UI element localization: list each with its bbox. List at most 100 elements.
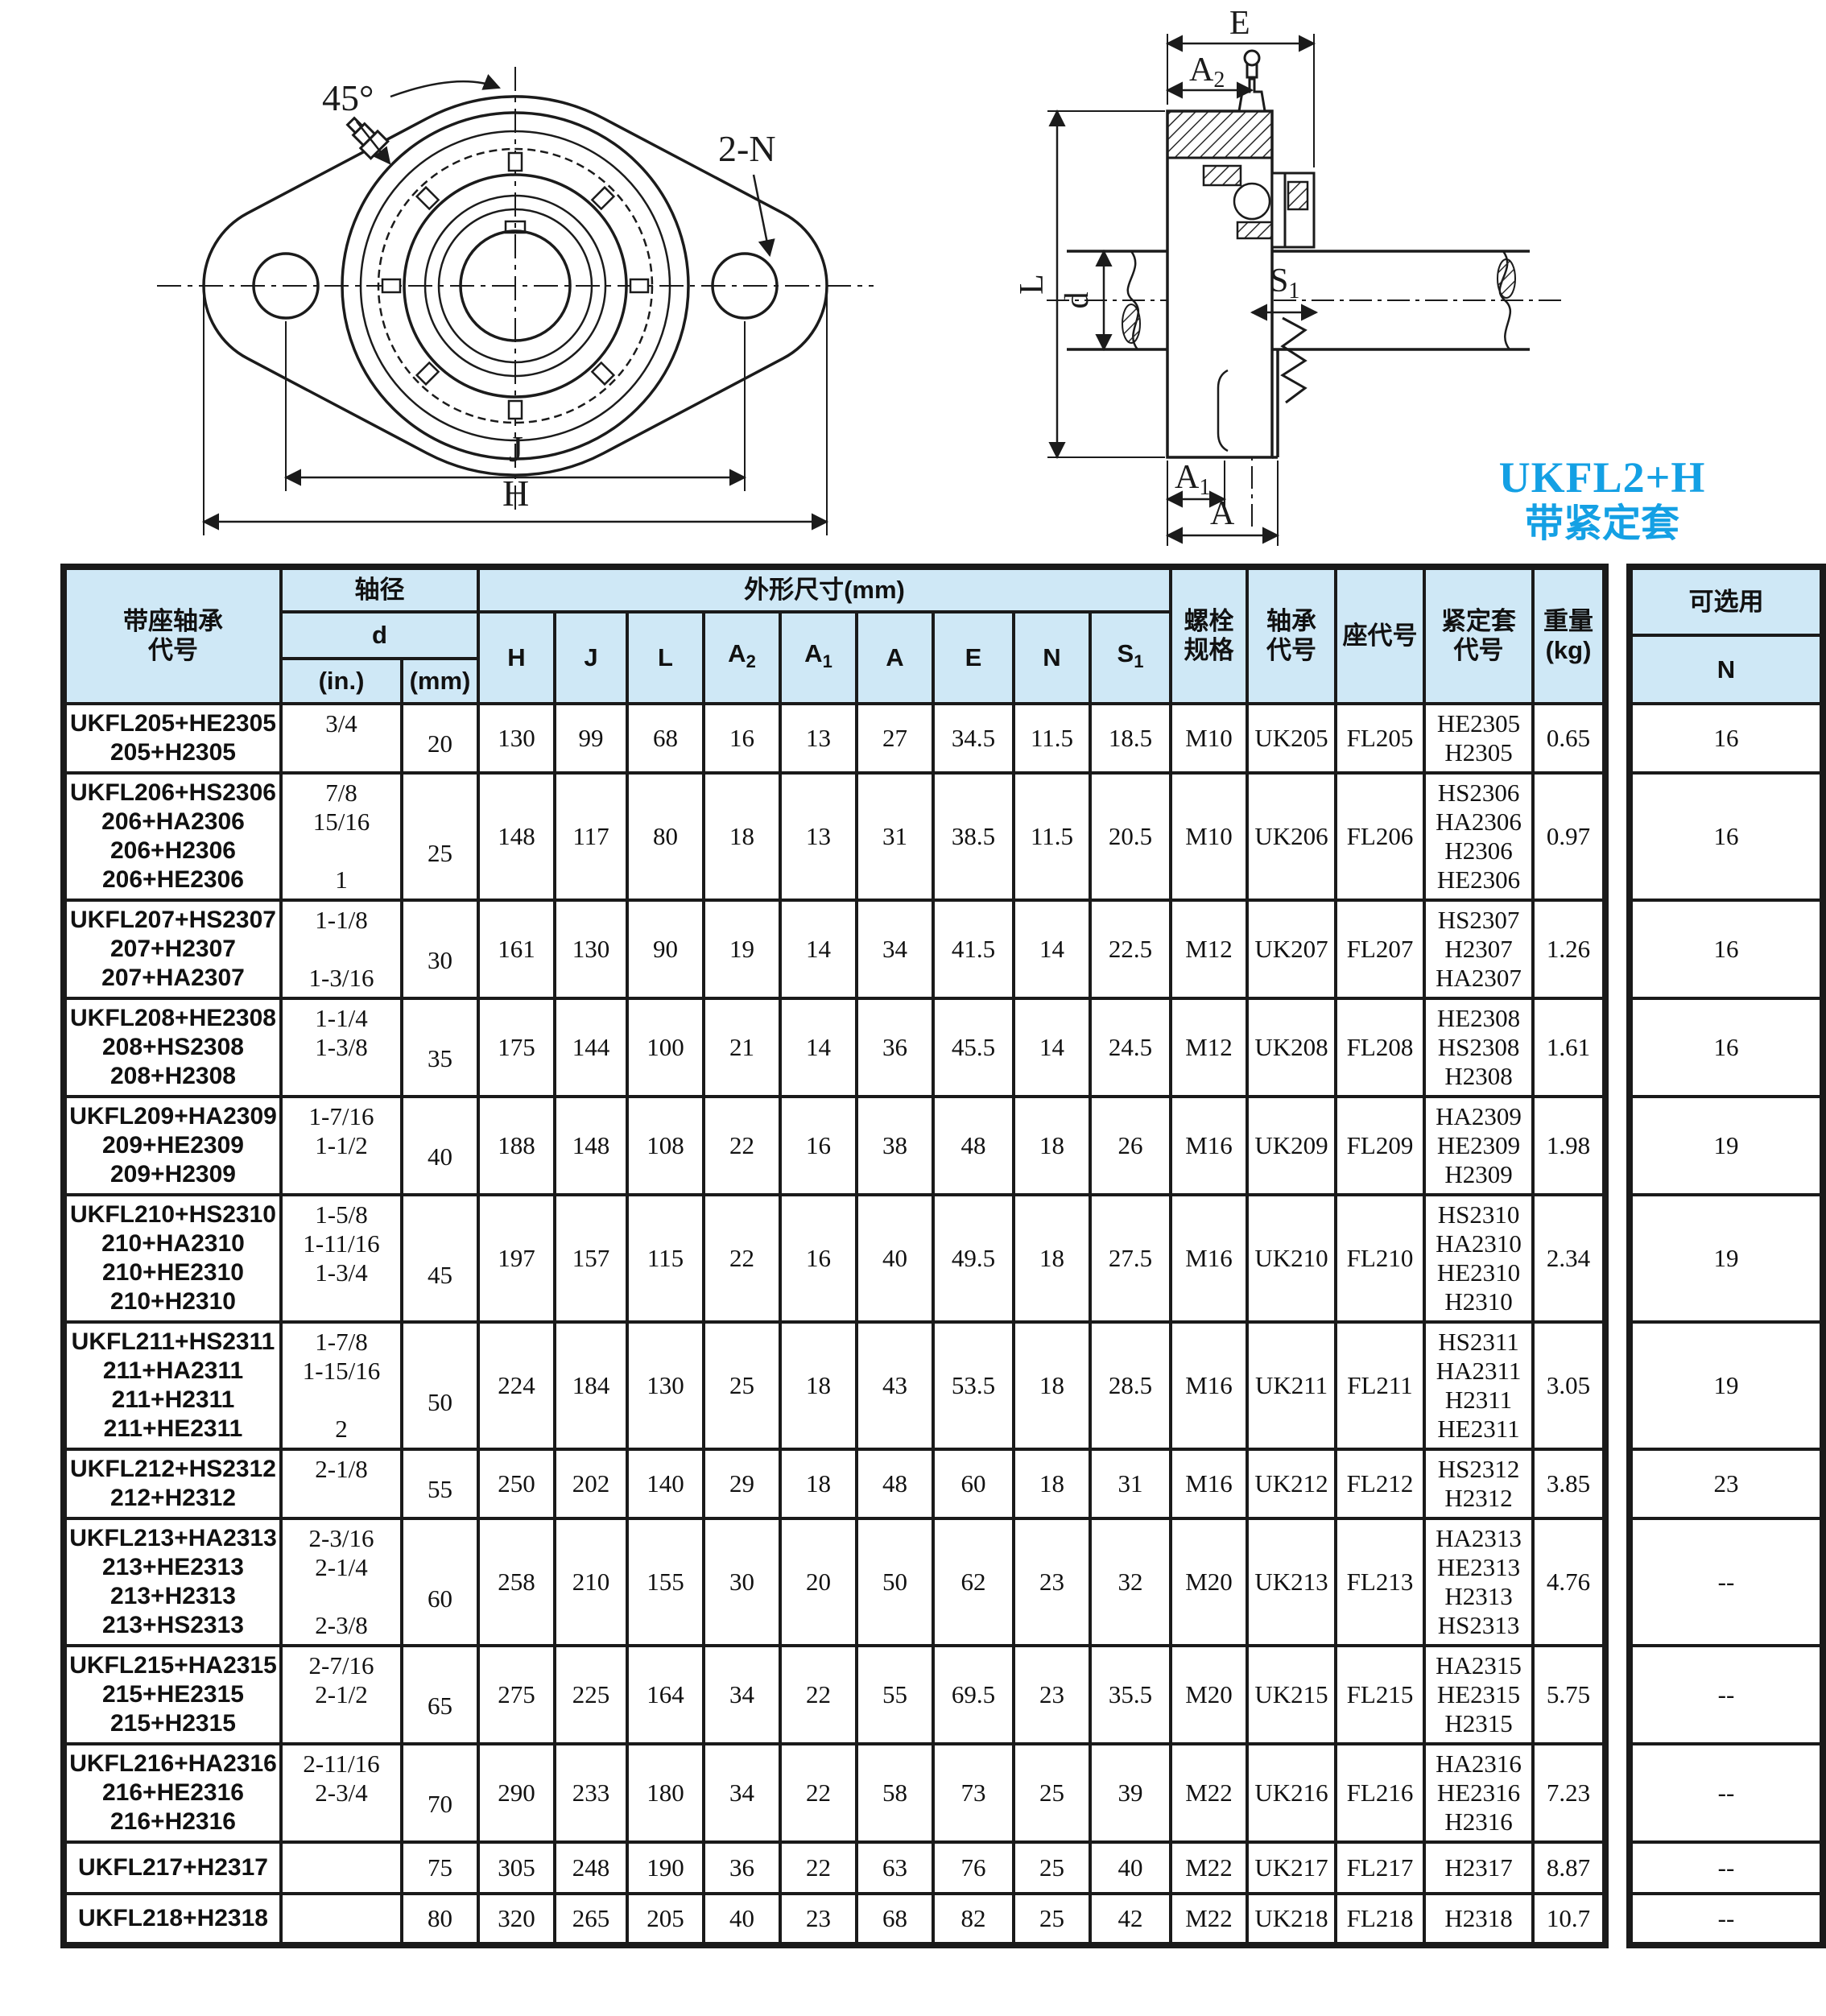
- cell-bolt: M12: [1169, 899, 1250, 1000]
- cell-housing: FL215: [1334, 1644, 1427, 1745]
- table-row: UKFL206+HS2306 206+HA2306 206+H2306 206+HE2…: [62, 771, 1608, 902]
- cell-A: 58: [855, 1742, 935, 1844]
- table-row: 23: [1628, 1448, 1824, 1520]
- optional-body: 16 16 16 16 19 19 19 23 -- -- -- -- --: [1628, 702, 1824, 1947]
- header-bearing: 轴承 代号: [1246, 565, 1338, 705]
- header-H: H: [477, 610, 556, 705]
- cell-weight: 8.87: [1531, 1840, 1608, 1895]
- header-weight: 重量 (kg): [1531, 565, 1608, 705]
- table-row: 16: [1628, 997, 1824, 1098]
- cell-J: 144: [553, 997, 629, 1098]
- cell-H: 224: [477, 1320, 556, 1451]
- cell-H: 175: [477, 997, 556, 1098]
- cell-N: 18: [1012, 1193, 1092, 1324]
- cell-L: 68: [626, 702, 705, 775]
- cell-mm: 20: [400, 702, 480, 775]
- cell-A2: 22: [702, 1193, 782, 1324]
- cell-L: 90: [626, 899, 705, 1000]
- header-row: 带座轴承 代号 轴径 外形尺寸(mm) 螺栓 规格 轴承 代号 座代号 紧定套 代号 重量 (kg): [62, 565, 1608, 705]
- cell-S1: 20.5: [1088, 771, 1173, 902]
- header-d: d: [279, 610, 480, 660]
- cell-housing: FL206: [1334, 771, 1427, 902]
- cell-in: 1-1/4 1-3/8: [279, 997, 403, 1098]
- table-head: 带座轴承 代号 轴径 外形尺寸(mm) 螺栓 规格 轴承 代号 座代号 紧定套 代号 重量 (kg) d H…: [62, 565, 1608, 705]
- cell-H: 320: [477, 1892, 556, 1947]
- table-row: 19: [1628, 1193, 1824, 1324]
- series-caption: UKFL2+H 带紧定套: [1477, 453, 1727, 547]
- cell-bolt: M10: [1169, 702, 1250, 775]
- cell-H: 250: [477, 1448, 556, 1520]
- cell-N: 25: [1012, 1742, 1092, 1844]
- front-view-drawing: 45° 2-N J H: [157, 67, 874, 535]
- dim-d-label: d: [1059, 292, 1096, 309]
- mm-value: 25: [428, 839, 452, 867]
- cell-in: 2-11/16 2-3/4: [279, 1742, 403, 1844]
- mm-value: 75: [428, 1853, 452, 1882]
- cell-in: 7/8 15/16 1: [279, 771, 403, 902]
- cell-in: 2-1/8: [279, 1448, 403, 1520]
- mm-value: 60: [428, 1584, 452, 1613]
- table-row: 16: [1628, 702, 1824, 775]
- cell-sleeve: HS2311 HA2311 H2311 HE2311: [1423, 1320, 1535, 1451]
- cell-bolt: M22: [1169, 1892, 1250, 1947]
- cell-A2: 30: [702, 1517, 782, 1647]
- cell-L: 140: [626, 1448, 705, 1520]
- cell-L: 155: [626, 1517, 705, 1647]
- mm-value: 55: [428, 1475, 452, 1503]
- cell-N: 18: [1012, 1320, 1092, 1451]
- cell-N: 25: [1012, 1840, 1092, 1895]
- cell-in: 1-7/16 1-1/2: [279, 1095, 403, 1196]
- cell-optional-n: 16: [1628, 997, 1824, 1098]
- cell-L: 80: [626, 771, 705, 902]
- grease-nipple-icon: [1237, 49, 1266, 113]
- cell-housing: FL212: [1334, 1448, 1427, 1520]
- cell-weight: 0.65: [1531, 702, 1608, 775]
- cell-bolt: M16: [1169, 1095, 1250, 1196]
- cell-J: 184: [553, 1320, 629, 1451]
- cell-A1: 23: [779, 1892, 858, 1947]
- cell-J: 210: [553, 1517, 629, 1647]
- dim-h: H: [201, 289, 829, 535]
- cell-bearing: UK210: [1246, 1193, 1338, 1324]
- cell-in: 1-1/8 1-3/16: [279, 899, 403, 1000]
- table-row: UKFL216+HA2316 216+HE2316 216+H2316 2-11/16…: [62, 1742, 1608, 1844]
- mm-value: 20: [428, 729, 452, 758]
- table-row: UKFL217+H2317 75 305 248 190 36 22 63 76 25 40 M22 U…: [62, 1840, 1608, 1895]
- cell-A: 40: [855, 1193, 935, 1324]
- cell-designation: UKFL209+HA2309 209+HE2309 209+H2309: [62, 1095, 283, 1196]
- cell-in: 3/4: [279, 702, 403, 775]
- cell-sleeve: HS2307 H2307 HA2307: [1423, 899, 1535, 1000]
- cell-sleeve: H2317: [1423, 1840, 1535, 1895]
- cell-housing: FL209: [1334, 1095, 1427, 1196]
- cell-E: 34.5: [932, 702, 1015, 775]
- dim-l-label: L: [1014, 274, 1051, 295]
- flange-outline: [202, 95, 828, 477]
- cell-bolt: M20: [1169, 1644, 1250, 1745]
- mm-value: 45: [428, 1261, 452, 1289]
- cell-designation: UKFL212+HS2312 212+H2312: [62, 1448, 283, 1520]
- mm-value: 40: [428, 1142, 452, 1171]
- cell-bearing: UK218: [1246, 1892, 1338, 1947]
- cell-optional-n: 19: [1628, 1193, 1824, 1324]
- cell-A2: 29: [702, 1448, 782, 1520]
- cell-weight: 3.85: [1531, 1448, 1608, 1520]
- cell-housing: FL205: [1334, 702, 1427, 775]
- mm-value: 65: [428, 1692, 452, 1720]
- cell-A: 63: [855, 1840, 935, 1895]
- cell-optional-n: 19: [1628, 1320, 1824, 1451]
- cell-bearing: UK216: [1246, 1742, 1338, 1844]
- cell-weight: 7.23: [1531, 1742, 1608, 1844]
- cell-S1: 35.5: [1088, 1644, 1173, 1745]
- cell-S1: 31: [1088, 1448, 1173, 1520]
- dim-e-label: E: [1229, 8, 1250, 42]
- angle-annotation: 45°: [322, 74, 501, 165]
- cell-A1: 13: [779, 702, 858, 775]
- cell-housing: FL207: [1334, 899, 1427, 1000]
- table-row: --: [1628, 1840, 1824, 1895]
- table-row: UKFL212+HS2312 212+H2312 2-1/8 55 250 202 140…: [62, 1448, 1608, 1520]
- dim-s1-label: S1: [1270, 262, 1299, 304]
- header-inch: (in.): [279, 657, 403, 705]
- cell-A: 36: [855, 997, 935, 1098]
- cell-bolt: M22: [1169, 1742, 1250, 1844]
